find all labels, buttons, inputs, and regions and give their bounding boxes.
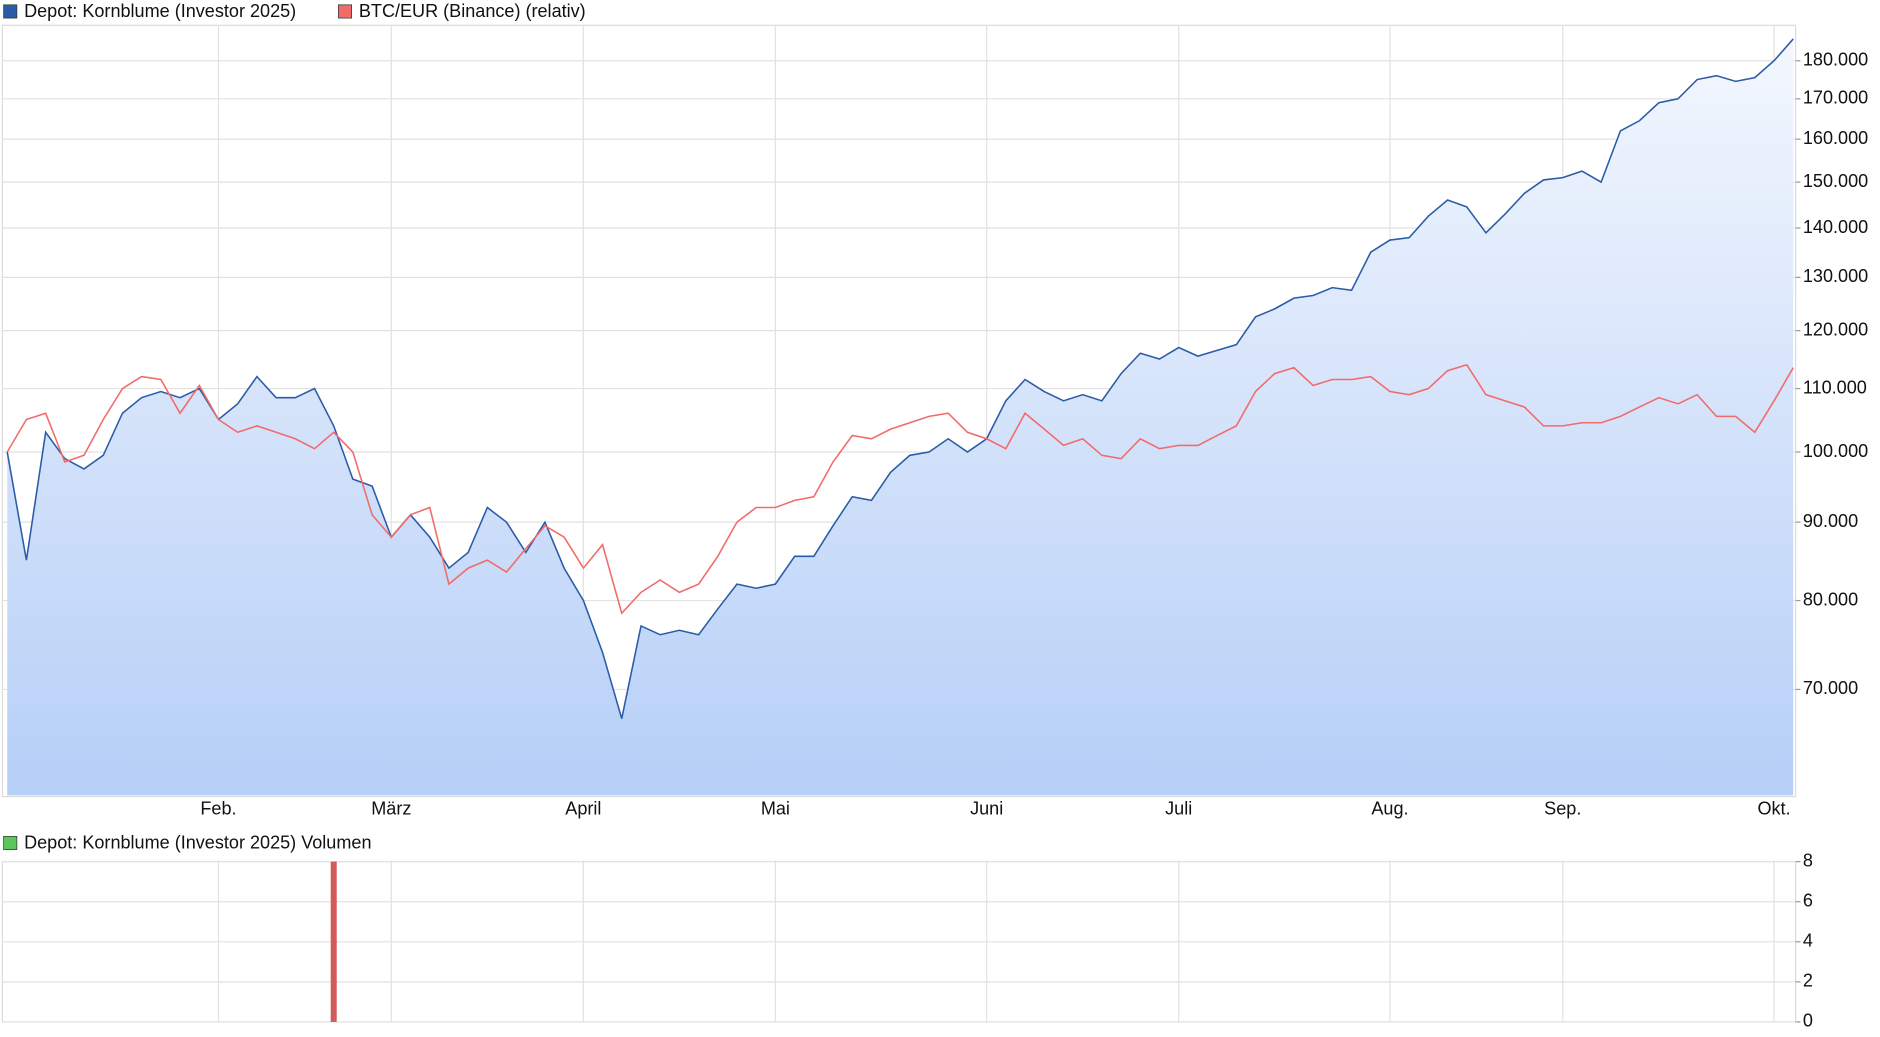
y-tick-label: 180.000	[1803, 50, 1868, 70]
y-tick-label: 110.000	[1803, 377, 1867, 397]
y-tick-label: 8	[1803, 850, 1813, 870]
legend-swatch	[3, 835, 18, 850]
y-tick-label: 0	[1803, 1011, 1813, 1031]
legend-swatch	[338, 4, 352, 19]
y-tick-label: 80.000	[1803, 589, 1858, 609]
y-tick-label: 160.000	[1803, 128, 1868, 148]
x-tick-label: April	[565, 799, 601, 819]
legend-label: Depot: Kornblume (Investor 2025) Volumen	[24, 832, 371, 852]
y-tick-label: 140.000	[1803, 217, 1868, 237]
line	[6, 363, 1794, 615]
y-tick-label: 4	[1803, 931, 1813, 951]
y-tick-label: 130.000	[1803, 266, 1868, 286]
x-tick-label: Aug.	[1371, 799, 1408, 819]
area	[7, 38, 1794, 796]
y-tick-label: 150.000	[1803, 171, 1868, 191]
x-tick-label: Mai	[761, 799, 790, 819]
legend-label: Depot: Kornblume (Investor 2025)	[24, 1, 296, 21]
line	[6, 38, 1794, 719]
y-tick-label: 70.000	[1803, 678, 1858, 698]
x-tick-label: Juli	[1165, 799, 1192, 819]
y-tick-label: 6	[1803, 890, 1813, 910]
volume-bar	[330, 861, 337, 1022]
y-tick-label: 90.000	[1803, 511, 1858, 531]
plot-frame	[1, 24, 1797, 798]
x-tick-label: Sep.	[1544, 799, 1581, 819]
legend-label: BTC/EUR (Binance) (relativ)	[359, 1, 586, 21]
y-tick-label: 100.000	[1803, 441, 1868, 461]
y-tick-label: 2	[1803, 971, 1813, 991]
x-tick-label: März	[371, 799, 411, 819]
y-tick-label: 120.000	[1803, 319, 1868, 339]
x-tick-label: Feb.	[200, 799, 236, 819]
x-tick-label: Okt.	[1757, 799, 1790, 819]
y-tick-label: 170.000	[1803, 88, 1868, 108]
legend-swatch	[3, 4, 18, 19]
x-tick-label: Juni	[970, 799, 1003, 819]
